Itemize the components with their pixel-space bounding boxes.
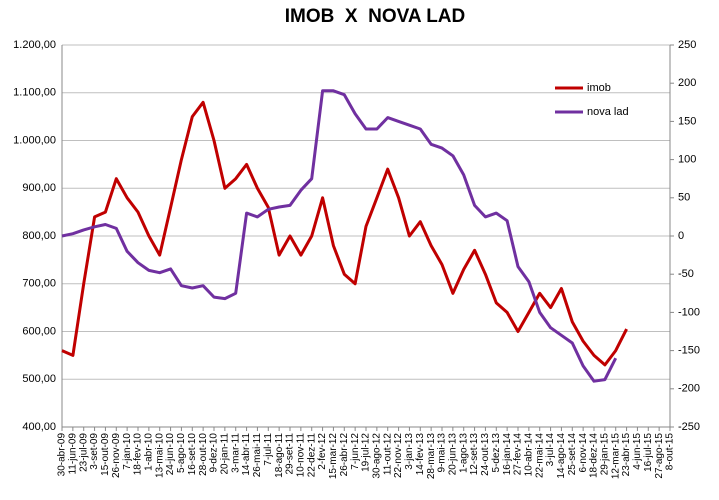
- x-tick-label: 27-ago-15: [654, 433, 665, 479]
- x-tick-label: 12-set-13: [469, 433, 480, 476]
- x-tick-label: 18-ago-11: [274, 433, 285, 478]
- x-tick-label: 10-nov-11: [295, 433, 306, 478]
- x-tick-label: 1-ago-13: [458, 433, 469, 473]
- x-tick-label: 14-ago-14: [556, 433, 567, 479]
- x-tick-label: 22-dez-11: [306, 433, 317, 478]
- y2-tick-label: -150: [678, 345, 700, 357]
- x-tick-label: 22-nov-12: [393, 433, 404, 478]
- x-tick-label: 24-jun-10: [165, 433, 176, 476]
- y-tick-label: 500,00: [22, 373, 56, 385]
- series-line: [61, 100, 628, 367]
- x-tick-label: 1-abr-10: [143, 433, 154, 471]
- x-tick-label: 10-abr-14: [523, 433, 534, 477]
- x-tick-label: 7-jul-11: [263, 433, 274, 466]
- x-tick-label: 26-abr-12: [339, 433, 350, 477]
- y2-tick-label: 0: [678, 230, 684, 242]
- x-tick-label: 8-out-15: [665, 433, 676, 471]
- x-tick-label: 16-jan-14: [502, 433, 513, 476]
- x-tick-label: 3-mar-11: [230, 433, 241, 473]
- x-tick-label: 18-fev-10: [133, 433, 144, 476]
- x-tick-label: 4-jun-15: [632, 433, 643, 470]
- y2-tick-label: -100: [678, 306, 700, 318]
- x-tick-label: 6-nov-14: [578, 433, 589, 473]
- x-tick-label: 12-mar-15: [610, 433, 621, 480]
- x-tick-label: 25-set-14: [567, 433, 578, 476]
- x-tick-label: 14-fev-13: [415, 433, 426, 476]
- y2-tick-label: 100: [678, 154, 696, 166]
- x-tick-label: 15-out-09: [100, 433, 111, 476]
- x-tick-label: 24-out-13: [480, 433, 491, 476]
- x-tick-label: 27-fev-14: [513, 433, 524, 476]
- x-tick-label: 2-fev-12: [317, 433, 328, 470]
- y2-tick-label: 250: [678, 39, 696, 51]
- y-tick-label: 900,00: [22, 182, 56, 194]
- x-tick-label: 5-ago-10: [176, 433, 187, 473]
- series-line: [61, 89, 618, 383]
- y2-tick-label: 200: [678, 77, 696, 89]
- y-tick-label: 1.200,00: [13, 39, 56, 51]
- x-tick-label: 26-nov-09: [111, 433, 122, 478]
- x-tick-label: 26-mai-11: [252, 433, 263, 478]
- x-tick-label: 7-jun-12: [350, 433, 361, 470]
- x-tick-label: 30-ago-12: [371, 433, 382, 479]
- x-tick-label: 29-set-11: [285, 433, 296, 475]
- x-tick-label: 16-jul-15: [643, 433, 654, 472]
- y2-tick-label: 50: [678, 192, 690, 204]
- y-tick-label: 800,00: [22, 230, 56, 242]
- x-tick-label: 11-jun-09: [67, 433, 78, 475]
- x-tick-label: 13-mai-10: [154, 433, 165, 478]
- legend-label: nova lad: [587, 106, 629, 118]
- x-tick-label: 28-mar-13: [426, 433, 437, 480]
- x-tick-label: 3-jan-13: [404, 433, 415, 470]
- x-tick-label: 16-set-10: [187, 433, 198, 476]
- x-tick-label: 23-jul-09: [78, 433, 89, 472]
- x-tick-label: 29-jan-15: [599, 433, 610, 476]
- chart-title: IMOB X NOVA LAD: [285, 6, 466, 27]
- y2-tick-label: 150: [678, 115, 696, 127]
- x-tick-label: 14-abr-11: [241, 433, 252, 476]
- x-tick-label: 23-abr-15: [621, 433, 632, 477]
- x-tick-label: 3-jul-14: [545, 433, 556, 467]
- x-tick-label: 9-mai-13: [437, 433, 448, 473]
- y2-tick-label: -50: [678, 268, 694, 280]
- x-tick-label: 3-set-09: [89, 433, 100, 470]
- y-tick-label: 1.100,00: [13, 87, 56, 99]
- x-tick-label: 20-jan-11: [219, 433, 230, 475]
- x-tick-label: 22-mai-14: [534, 433, 545, 478]
- y2-tick-label: -250: [678, 421, 700, 433]
- x-tick-label: 9-dez-10: [209, 433, 220, 473]
- y-tick-label: 400,00: [22, 421, 56, 433]
- y-tick-label: 600,00: [22, 325, 56, 337]
- x-tick-label: 11-out-12: [382, 433, 393, 476]
- x-tick-label: 7-jan-10: [122, 433, 133, 470]
- y-tick-label: 700,00: [22, 278, 56, 290]
- legend-label: imob: [587, 82, 611, 94]
- x-tick-label: 30-abr-09: [57, 433, 68, 477]
- y2-tick-label: -200: [678, 383, 700, 395]
- x-tick-label: 20-jun-13: [447, 433, 458, 476]
- x-tick-label: 19-jul-12: [361, 433, 372, 472]
- x-tick-label: 5-dez-13: [491, 433, 502, 473]
- y-tick-label: 1.000,00: [13, 134, 56, 146]
- x-tick-label: 18-dez-14: [589, 433, 600, 478]
- x-tick-label: 15-mar-12: [328, 433, 339, 480]
- x-tick-label: 28-out-10: [198, 433, 209, 476]
